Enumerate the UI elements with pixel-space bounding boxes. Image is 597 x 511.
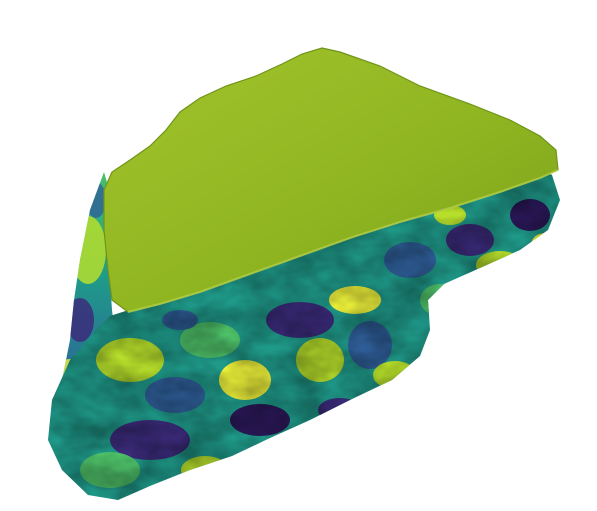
top-rim-highlight (127, 169, 559, 313)
